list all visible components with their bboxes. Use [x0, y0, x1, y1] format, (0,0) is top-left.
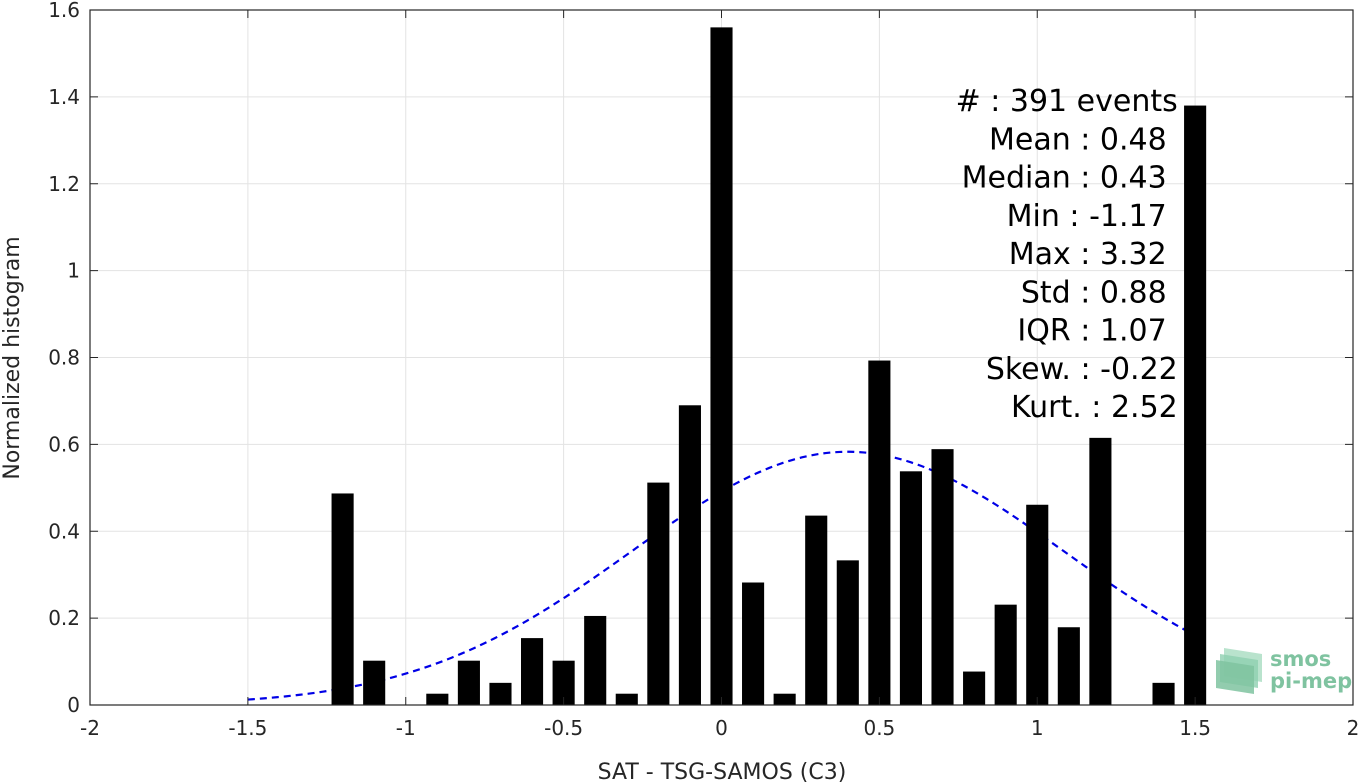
- smos-pi-mep-logo: smos pi-mep: [1216, 647, 1352, 694]
- x-tick-label: 0.5: [863, 716, 895, 740]
- stats-line: Skew. : -0.22: [986, 352, 1178, 387]
- histogram-bar: [710, 27, 733, 705]
- y-tick-label: 1.6: [48, 0, 80, 22]
- histogram-bar: [931, 449, 954, 705]
- stats-line: Min : -1.17: [1007, 199, 1167, 234]
- y-tick-label: 1.4: [48, 85, 80, 109]
- bar-series: [331, 27, 1207, 705]
- x-tick-label: 2: [1347, 716, 1360, 740]
- histogram-bar: [1089, 437, 1112, 705]
- stats-line: Std : 0.88: [1021, 275, 1167, 310]
- histogram-bar: [1184, 105, 1207, 705]
- histogram-bar: [899, 471, 923, 705]
- histogram-bar: [805, 515, 828, 705]
- histogram-bar: [647, 482, 670, 705]
- x-tick-label: 0: [715, 716, 728, 740]
- histogram-bar: [868, 360, 891, 705]
- x-tick-label: -2: [80, 716, 100, 740]
- x-tick-label: -1: [396, 716, 416, 740]
- y-tick-label: 0: [67, 693, 80, 717]
- y-tick-label: 0.4: [48, 519, 80, 543]
- stats-line: Max : 3.32: [1009, 237, 1167, 272]
- histogram-bar: [773, 693, 796, 705]
- x-tick-label: -0.5: [544, 716, 583, 740]
- stats-line: # : 391 events: [956, 84, 1178, 119]
- histogram-bar: [457, 660, 480, 705]
- histogram-bar: [426, 693, 449, 705]
- histogram-bar: [552, 660, 575, 705]
- histogram-bar: [742, 582, 765, 705]
- histogram-bar: [678, 405, 701, 705]
- y-axis-label: Normalized histogram: [0, 236, 25, 479]
- histogram-bar: [584, 615, 607, 705]
- y-tick-label: 0.2: [48, 606, 80, 630]
- x-tick-label: 1: [1031, 716, 1044, 740]
- x-tick-label: 1.5: [1179, 716, 1211, 740]
- histogram-bar: [1057, 627, 1080, 705]
- tick-labels: -2 -1.5 -1 -0.5 0 0.5 1 1.5 2 0 0.2 0.4 0.6 0.8 1 1.2 1.…: [48, 0, 1359, 740]
- histogram-bar: [1152, 682, 1175, 705]
- axes-frame: [89, 9, 1354, 706]
- stats-line: Mean : 0.48: [989, 122, 1167, 157]
- logo-line-2: pi-mep: [1270, 669, 1352, 693]
- histogram-bar: [994, 604, 1017, 705]
- histogram-bar: [1026, 504, 1049, 705]
- logo-line-1: smos: [1270, 647, 1331, 671]
- histogram-bar: [836, 560, 859, 705]
- stats-line: IQR : 1.07: [1017, 314, 1166, 349]
- histogram-bar: [963, 671, 986, 705]
- histogram-bar: [520, 638, 544, 705]
- stats-line: Kurt. : 2.52: [1011, 390, 1178, 425]
- histogram-bar: [615, 693, 638, 705]
- y-tick-label: 1: [67, 259, 80, 283]
- histogram-bar: [363, 660, 386, 705]
- histogram-bar: [331, 493, 354, 705]
- stats-line: Median : 0.43: [962, 161, 1167, 196]
- x-tick-label: -1.5: [228, 716, 267, 740]
- y-tick-label: 0.8: [48, 346, 80, 370]
- y-tick-label: 1.2: [48, 172, 80, 196]
- y-tick-label: 0.6: [48, 432, 80, 456]
- histogram-bar: [489, 682, 512, 705]
- x-axis-label: SAT - TSG-SAMOS (C3): [598, 760, 847, 784]
- logo-layer-front: [1216, 660, 1254, 694]
